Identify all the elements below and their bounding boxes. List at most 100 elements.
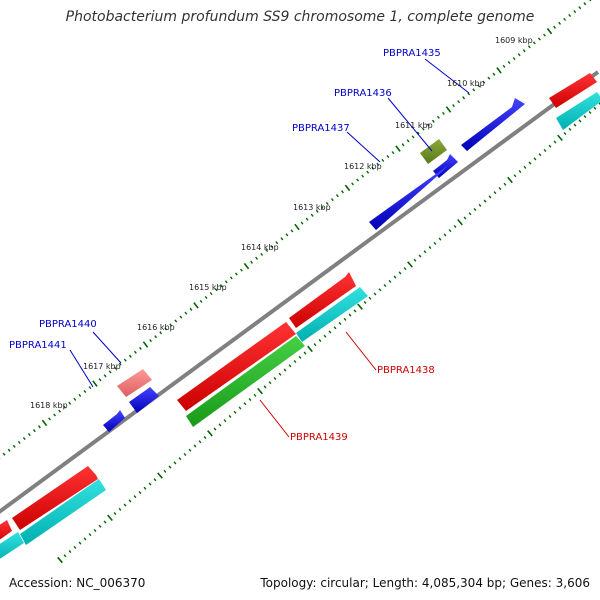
- minor-tick: [38, 425, 41, 429]
- minor-tick: [578, 6, 582, 10]
- minor-tick: [368, 296, 372, 300]
- minor-tick: [341, 190, 344, 194]
- gene-feature-PBPRA1439[interactable]: [186, 336, 305, 427]
- minor-tick: [428, 246, 432, 250]
- position-label: 1609 kbp: [495, 36, 533, 45]
- gene-label-PBPRA1439[interactable]: PBPRA1439: [290, 432, 348, 443]
- gene-feature-PBPRA1438-red[interactable]: [289, 272, 356, 328]
- gene-feature-PBPRA1435[interactable]: [461, 98, 525, 151]
- gene-feature-PBPRA1440[interactable]: [117, 369, 152, 397]
- minor-tick: [487, 76, 491, 80]
- minor-tick: [522, 49, 526, 53]
- minor-tick: [253, 393, 257, 397]
- major-tick: [157, 472, 163, 479]
- position-label: 1612 kbp: [344, 162, 382, 171]
- minor-tick: [113, 366, 117, 370]
- minor-tick: [513, 174, 517, 178]
- gene-labels: PBPRA1435 PBPRA1436 PBPRA1437 PBPRA1438 …: [9, 48, 441, 443]
- position-label: 1611 kbp: [395, 121, 433, 130]
- minor-tick: [523, 165, 527, 169]
- forward-features: [103, 98, 525, 432]
- minor-tick: [563, 132, 567, 136]
- minor-tick: [467, 92, 471, 96]
- minor-tick: [348, 313, 352, 317]
- minor-tick: [493, 191, 497, 195]
- gene-feature-cyan-far-right[interactable]: [556, 92, 600, 130]
- minor-tick: [442, 111, 445, 115]
- major-tick: [57, 556, 63, 564]
- minor-tick: [283, 368, 287, 372]
- major-tick: [107, 514, 113, 522]
- gene-label-PBPRA1435[interactable]: PBPRA1435: [383, 48, 441, 59]
- gene-feature-red-edge[interactable]: [0, 520, 12, 543]
- minor-tick: [219, 284, 223, 288]
- minor-tick: [83, 537, 87, 541]
- minor-tick: [378, 288, 382, 292]
- minor-tick: [328, 330, 332, 334]
- minor-tick: [533, 157, 537, 161]
- minor-tick: [433, 241, 437, 245]
- minor-tick: [478, 203, 482, 207]
- minor-tick: [583, 115, 587, 119]
- minor-tick: [548, 144, 552, 148]
- minor-tick: [325, 201, 329, 206]
- minor-tick: [243, 402, 247, 406]
- major-tick: [243, 262, 250, 270]
- minor-tick: [381, 158, 385, 162]
- gene-feature-PBPRA1437[interactable]: [369, 166, 447, 230]
- minor-tick: [558, 21, 562, 25]
- minor-tick: [578, 119, 582, 123]
- minor-tick: [512, 57, 516, 61]
- page-title: Photobacterium profundum SS9 chromosome …: [65, 9, 535, 25]
- minor-tick: [318, 338, 322, 342]
- gene-feature-blue-1441a[interactable]: [129, 387, 159, 413]
- gene-feature-red-lower[interactable]: [12, 466, 98, 530]
- gene-feature-red-far-right[interactable]: [549, 73, 597, 108]
- minor-tick: [128, 499, 132, 503]
- minor-tick: [164, 327, 168, 331]
- callout-line-PBPRA1441: [69, 349, 94, 388]
- gene-feature-cyan-edge[interactable]: [0, 532, 24, 562]
- minor-tick: [406, 139, 410, 143]
- minor-tick: [488, 195, 492, 199]
- minor-tick: [93, 528, 97, 532]
- gene-feature-olive[interactable]: [420, 139, 447, 164]
- minor-tick: [398, 271, 402, 275]
- minor-tick: [48, 417, 51, 421]
- major-tick: [407, 261, 413, 268]
- minor-tick: [537, 37, 541, 41]
- gene-label-PBPRA1440[interactable]: PBPRA1440: [39, 319, 97, 330]
- minor-tick: [17, 440, 21, 444]
- minor-tick: [199, 299, 203, 303]
- gene-feature-red-mid[interactable]: [177, 322, 296, 411]
- minor-tick: [240, 268, 243, 272]
- minor-tick: [143, 486, 147, 490]
- minor-tick: [270, 245, 274, 249]
- major-tick: [445, 106, 452, 113]
- gene-label-PBPRA1437[interactable]: PBPRA1437: [292, 123, 350, 134]
- minor-tick: [507, 60, 511, 65]
- minor-tick: [224, 280, 228, 284]
- minor-tick: [363, 300, 367, 304]
- gene-feature-PBPRA1438[interactable]: [296, 287, 368, 342]
- minor-tick: [448, 229, 452, 233]
- minor-tick: [183, 452, 187, 456]
- gene-feature-PBPRA1441[interactable]: [103, 410, 125, 432]
- minor-tick: [517, 53, 521, 57]
- minor-tick: [573, 10, 577, 14]
- gene-label-PBPRA1441[interactable]: PBPRA1441: [9, 340, 67, 351]
- minor-tick: [2, 452, 6, 456]
- gene-label-PBPRA1438[interactable]: PBPRA1438: [377, 365, 435, 376]
- minor-tick: [463, 216, 467, 220]
- major-tick: [193, 302, 199, 309]
- minor-tick: [293, 360, 297, 364]
- minor-tick: [366, 170, 370, 174]
- minor-tick: [280, 237, 284, 241]
- gene-feature-cyan-lower[interactable]: [20, 479, 106, 545]
- minor-tick: [436, 115, 440, 119]
- minor-tick: [179, 315, 183, 319]
- reverse-features: [0, 73, 600, 562]
- gene-label-PBPRA1436[interactable]: PBPRA1436: [334, 88, 392, 99]
- minor-tick: [543, 33, 546, 37]
- minor-tick: [138, 490, 142, 494]
